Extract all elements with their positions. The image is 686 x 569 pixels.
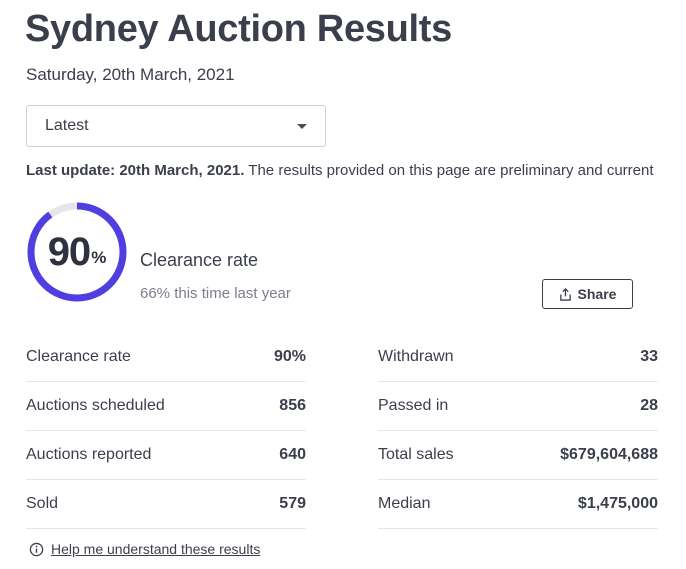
help-link[interactable]: Help me understand these results (29, 541, 260, 557)
clearance-percent-sign: % (91, 248, 107, 267)
stats-right: Withdrawn 33 Passed in 28 Total sales $6… (378, 333, 658, 529)
clearance-label: Clearance rate (140, 250, 259, 270)
stat-value: 579 (279, 495, 306, 512)
results-period-select[interactable]: Latest (26, 105, 326, 147)
update-notice: Last update: 20th March, 2021. The resul… (26, 162, 686, 179)
stat-row: Median $1,475,000 (378, 480, 658, 529)
stat-label: Withdrawn (378, 348, 454, 365)
stat-label: Auctions reported (26, 446, 152, 463)
stat-row: Auctions scheduled 856 (26, 382, 306, 431)
stat-row: Total sales $679,604,688 (378, 431, 658, 480)
update-notice-bold: Last update: 20th March, 2021. (26, 162, 245, 179)
stat-value: 33 (640, 348, 658, 365)
chevron-down-icon (297, 124, 307, 129)
clearance-number: 90 (47, 229, 91, 274)
stat-label: Auctions scheduled (26, 397, 165, 414)
update-notice-text: The results provided on this page are pr… (244, 162, 654, 179)
select-value: Latest (45, 117, 89, 134)
stat-row: Clearance rate 90% (26, 333, 306, 382)
stat-label: Total sales (378, 446, 454, 463)
stat-row: Sold 579 (26, 480, 306, 529)
stat-value: $1,475,000 (577, 495, 658, 512)
page-title: Sydney Auction Results (25, 8, 452, 50)
stat-label: Sold (26, 495, 59, 512)
stat-label: Passed in (378, 397, 449, 414)
clearance-comparison: 66% this time last year (140, 285, 291, 302)
help-link-label: Help me understand these results (51, 541, 261, 557)
share-icon (559, 287, 571, 301)
clearance-ring-fill (27, 202, 127, 302)
stat-value: 28 (640, 397, 658, 414)
clearance-value: 90% (25, 200, 129, 304)
stat-row: Passed in 28 (378, 382, 658, 431)
stat-value: 640 (279, 446, 306, 463)
clearance-ring (27, 202, 127, 302)
results-date: Saturday, 20th March, 2021 (26, 65, 235, 84)
stat-value: 90% (273, 348, 306, 365)
stat-label: Clearance rate (26, 348, 131, 365)
stat-row: Auctions reported 640 (26, 431, 306, 480)
stat-row: Withdrawn 33 (378, 333, 658, 382)
share-button[interactable]: Share (542, 279, 633, 309)
stat-value: 856 (279, 397, 306, 414)
share-label: Share (577, 286, 617, 302)
stats-left: Clearance rate 90% Auctions scheduled 85… (26, 333, 306, 529)
stat-value: $679,604,688 (560, 446, 658, 463)
stat-label: Median (378, 495, 431, 512)
info-icon (29, 542, 44, 556)
